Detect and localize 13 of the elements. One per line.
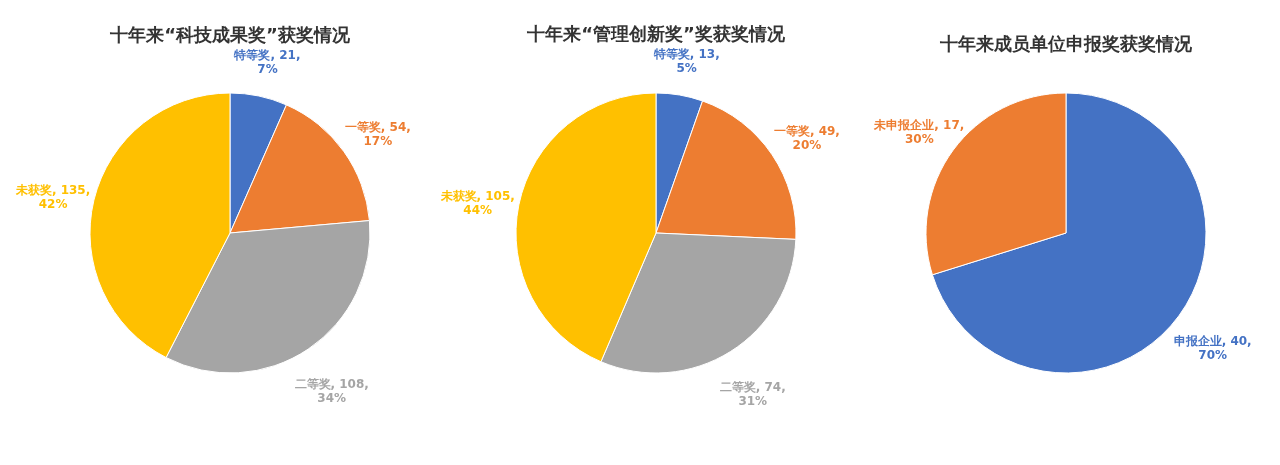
chart-title: 十年来成员单位申报奖获奖情况 [939,33,1193,54]
slice-label: 未获奖, 105, 44% [439,189,515,218]
slice-label: 特等奖, 13, 5% [652,46,720,75]
slice-label: 二等奖, 74, 31% [719,380,786,409]
chart-title: 十年来“管理创新奖”奖获奖情况 [526,22,786,44]
slice-label: 特等奖, 21, 7% [233,47,301,76]
slice-label: 未获奖, 135, 42% [14,183,91,212]
slice-label: 一等奖, 49, 20% [773,124,840,153]
chart-title: 十年来“科技成果奖”获奖情况 [109,23,351,45]
slice-label: 二等奖, 108, 34% [294,376,369,405]
slice-label: 一等奖, 54, 17% [344,119,411,148]
slice-label: 未申报企业, 17, 30% [873,118,965,147]
slice-label: 申报企业, 40, 70% [1173,333,1252,362]
